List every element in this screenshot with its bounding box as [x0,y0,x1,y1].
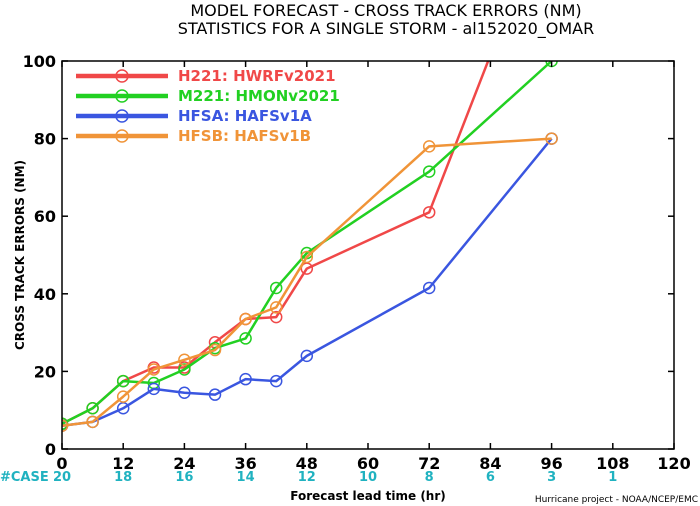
y-tick-label-5: 100 [23,52,56,71]
y-tick-label-0: 0 [45,440,56,459]
case-count-0: 20 [53,470,71,485]
series-1-point-2 [116,374,130,388]
series-1-point-7 [269,281,283,295]
x-tick-label-0: 0 [56,454,67,473]
series-3-point-2 [116,390,130,403]
legend-marker-0 [115,69,129,83]
series-2-point-7 [269,374,283,388]
axes-layer: 0 12 24 36 48 60 72 84 96 108 120 0 20 40 60 80 100 [23,52,691,473]
y-tick-label-1: 20 [34,362,56,381]
x-tick-label-9: 108 [596,454,629,473]
series-2-point-8 [300,349,314,363]
series-3-point-0 [62,419,69,432]
case-count-6: 8 [425,470,434,485]
series-3-point-4 [178,353,191,367]
series-1-point-9 [422,165,436,178]
series-1-point-6 [239,332,252,345]
series-3-point-10 [545,132,558,145]
series-3-point-5 [208,343,222,357]
series-3-point-1 [86,415,99,429]
series-2-point-3 [147,382,161,396]
case-count-1: 18 [114,470,132,485]
case-count-7: 6 [486,470,495,485]
case-count-3: 14 [237,470,255,485]
series-2-point-9 [422,281,436,295]
series-1-point-4 [178,363,191,376]
legend-label-0: H221: HWRFv2021 [178,67,336,85]
x-tick-label-1: 12 [112,454,134,473]
x-axis-label: Forecast lead time (hr) [290,489,446,503]
series-3-point-7 [269,301,283,314]
case-count-5: 10 [359,470,377,485]
chart-subtitle: STATISTICS FOR A SINGLE STORM - al152020… [178,19,595,39]
series-line-3 [62,137,552,427]
series-2-point-4 [178,386,191,399]
case-count-9: 1 [608,470,617,485]
legend-marker-3 [115,129,129,143]
x-tick-label-2: 24 [173,454,195,473]
legend-marker-1 [115,89,129,103]
case-count-2: 16 [175,470,193,485]
series-3-point-3 [147,363,161,376]
x-tick-label-8: 96 [540,454,562,473]
legend-label-2: HFSA: HAFSv1A [178,107,312,125]
series-line-2 [62,137,553,427]
series-0-point-7 [269,310,283,324]
legend-marker-2 [115,109,129,123]
series-1-point-1 [86,402,99,415]
case-count-8: 3 [547,470,556,485]
series-line-1 [62,61,553,425]
plot-frame [61,60,675,450]
series-layer [62,61,558,432]
x-tick-label-7: 84 [479,454,501,473]
series-2-point-6 [239,372,252,386]
case-label: #CASE [0,470,49,485]
series-3-point-8 [300,250,314,264]
y-axis-label: CROSS TRACK ERRORS (NM) [13,160,27,350]
x-tick-label-5: 60 [357,454,379,473]
case-count-4: 12 [298,470,316,485]
series-2-point-5 [208,388,222,401]
x-tick-label-6: 72 [418,454,440,473]
series-0-point-9 [422,206,436,219]
x-tick-label-4: 48 [296,454,318,473]
series-3-point-9 [422,140,436,153]
credit-text: Hurricane project - NOAA/NCEP/EMC [535,495,698,505]
legend: H221: HWRFv2021 M221: HMONv2021 HFSA: HAFS… [76,67,340,145]
series-3-point-6 [239,312,252,326]
y-tick-label-3: 60 [34,207,56,226]
x-tick-label-10: 120 [657,454,690,473]
y-tick-label-2: 40 [34,285,56,304]
legend-label-3: HFSB: HAFSv1B [178,127,311,145]
y-tick-label-4: 80 [34,130,56,149]
x-tick-label-3: 36 [234,454,256,473]
case-counts: #CASE 20 18 16 14 12 10 8 6 3 1 [0,470,617,485]
legend-label-1: M221: HMONv2021 [178,87,340,105]
chart-title: MODEL FORECAST - CROSS TRACK ERRORS (NM) [190,1,581,20]
